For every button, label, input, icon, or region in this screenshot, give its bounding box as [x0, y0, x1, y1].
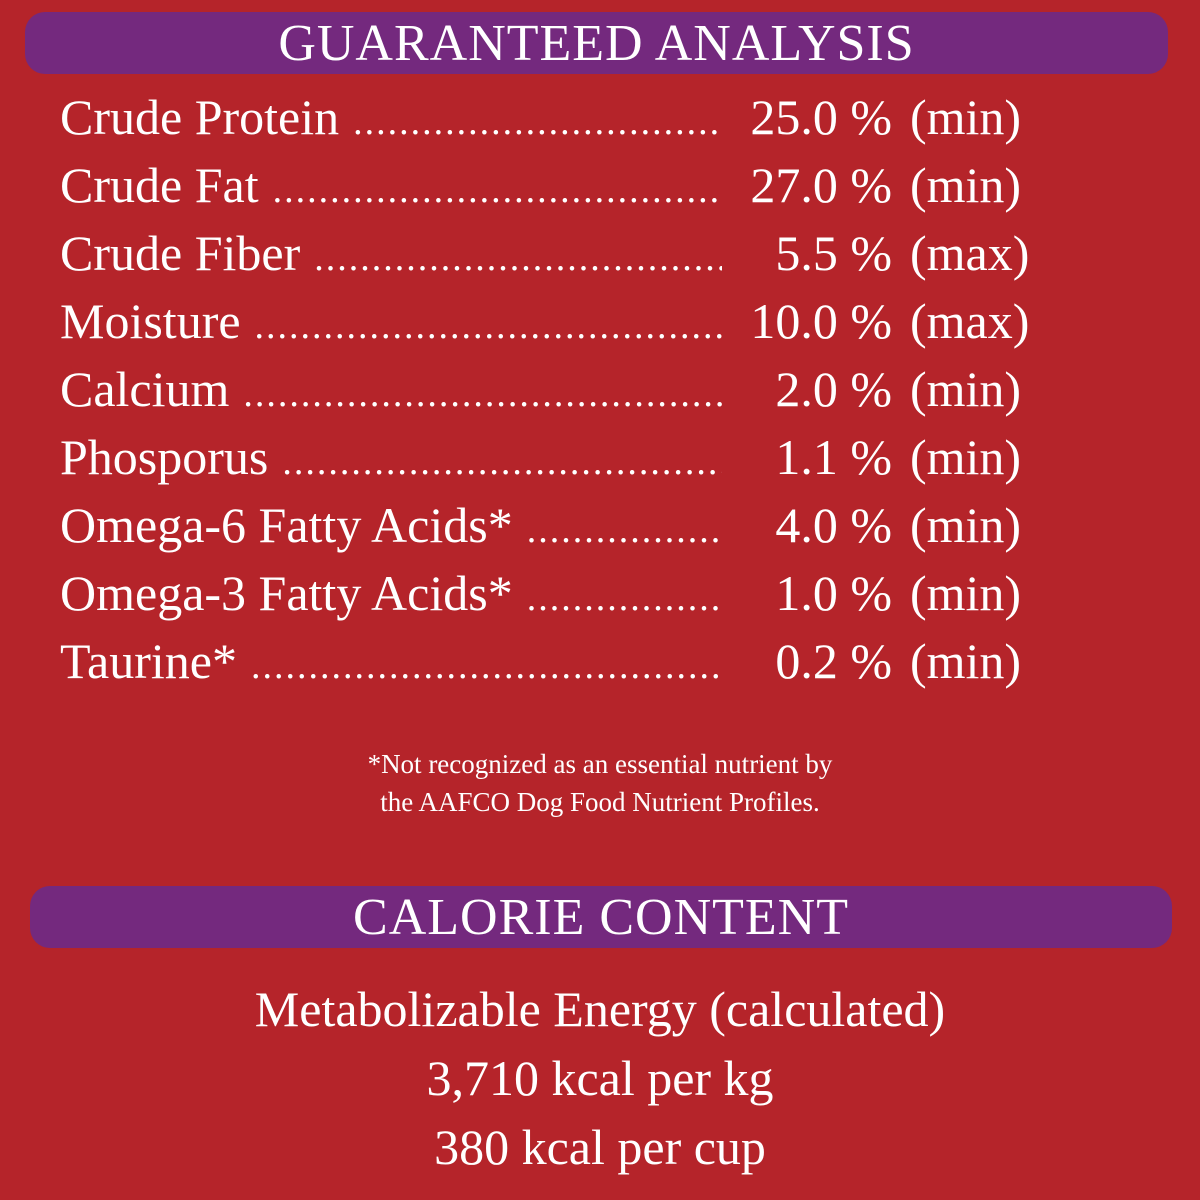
calorie-content-body: Metabolizable Energy (calculated) 3,710 … [0, 975, 1200, 1182]
guaranteed-analysis-title: GUARANTEED ANALYSIS [278, 14, 915, 72]
calorie-line: 3,710 kcal per kg [426, 1050, 774, 1106]
nutrient-qualifier: (min) [910, 361, 1022, 417]
dot-leader [273, 168, 722, 212]
dot-leader [255, 304, 722, 348]
footnote-line: the AAFCO Dog Food Nutrient Profiles. [380, 787, 820, 817]
nutrient-qualifier: (min) [910, 497, 1022, 553]
dot-leader [353, 100, 722, 144]
nutrient-name: Crude Protein [60, 89, 340, 145]
nutrient-name: Calcium [60, 361, 230, 417]
calorie-line: 380 kcal per cup [434, 1119, 766, 1175]
nutrient-qualifier: (min) [910, 429, 1022, 485]
nutrient-value: 27.0 % [750, 157, 892, 213]
nutrient-qualifier: (min) [910, 565, 1022, 621]
dot-leader [243, 372, 722, 416]
nutrient-qualifier: (min) [910, 157, 1022, 213]
analysis-row: Crude Fat 27.0 % (min) [60, 156, 1060, 224]
nutrient-value: 2.0 % [775, 361, 892, 417]
nutrient-value: 1.1 % [775, 429, 892, 485]
analysis-row: Crude Fiber 5.5 % (max) [60, 224, 1060, 292]
analysis-row: Phosporus 1.1 % (min) [60, 428, 1060, 496]
guaranteed-analysis-header: GUARANTEED ANALYSIS [25, 12, 1168, 74]
dot-leader [251, 644, 722, 688]
dot-leader [527, 576, 722, 620]
footnote-line: *Not recognized as an essential nutrient… [367, 749, 833, 779]
nutrient-name: Taurine* [60, 633, 237, 689]
footnote: *Not recognized as an essential nutrient… [0, 745, 1200, 821]
nutrient-value: 4.0 % [775, 497, 892, 553]
analysis-row: Omega-6 Fatty Acids* 4.0 % (min) [60, 496, 1060, 564]
nutrient-name: Crude Fiber [60, 225, 301, 281]
nutrient-value: 0.2 % [775, 633, 892, 689]
dot-leader [314, 236, 722, 280]
nutrient-qualifier: (min) [910, 89, 1022, 145]
analysis-row: Omega-3 Fatty Acids* 1.0 % (min) [60, 564, 1060, 632]
dot-leader [527, 508, 722, 552]
nutrient-qualifier: (max) [910, 225, 1030, 281]
nutrient-name: Crude Fat [60, 157, 259, 213]
calorie-content-header: CALORIE CONTENT [30, 886, 1172, 948]
analysis-row: Taurine* 0.2 % (min) [60, 632, 1060, 700]
calorie-content-title: CALORIE CONTENT [353, 888, 849, 946]
analysis-row: Moisture 10.0 % (max) [60, 292, 1060, 360]
nutrient-value: 1.0 % [775, 565, 892, 621]
analysis-table: Crude Protein 25.0 % (min) Crude Fat 27.0 %… [60, 88, 1060, 700]
nutrient-qualifier: (max) [910, 293, 1030, 349]
nutrient-value: 5.5 % [775, 225, 892, 281]
dot-leader [282, 440, 722, 484]
analysis-row: Crude Protein 25.0 % (min) [60, 88, 1060, 156]
nutrient-name: Moisture [60, 293, 241, 349]
nutrient-value: 10.0 % [750, 293, 892, 349]
calorie-line: Metabolizable Energy (calculated) [254, 981, 946, 1037]
nutrient-qualifier: (min) [910, 633, 1022, 689]
analysis-row: Calcium 2.0 % (min) [60, 360, 1060, 428]
nutrient-value: 25.0 % [750, 89, 892, 145]
nutrient-name: Omega-6 Fatty Acids* [60, 497, 513, 553]
nutrient-name: Phosporus [60, 429, 269, 485]
nutrient-name: Omega-3 Fatty Acids* [60, 565, 513, 621]
